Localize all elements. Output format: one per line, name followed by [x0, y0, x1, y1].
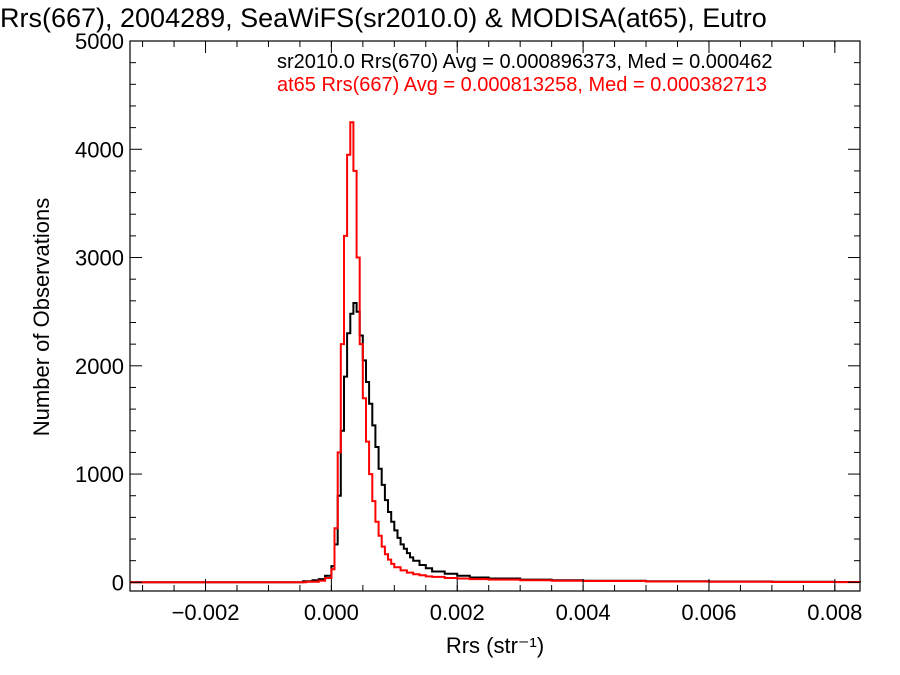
annotation-0: sr2010.0 Rrs(670) Avg = 0.000896373, Med…	[277, 51, 773, 73]
y-tick-label: 1000	[75, 462, 124, 487]
series-line-1	[130, 121, 860, 584]
x-tick-label: 0.002	[430, 600, 485, 625]
series-line-0	[130, 302, 861, 584]
x-tick-label: 0.006	[681, 600, 736, 625]
chart-title: Rrs(667), 2004289, SeaWiFS(sr2010.0) & M…	[0, 3, 767, 33]
plot-frame	[129, 40, 861, 592]
x-tick-label: 0.000	[304, 600, 359, 625]
y-tick-label: 0	[112, 570, 124, 595]
x-tick-label: −0.002	[172, 600, 240, 625]
y-tick-label: 5000	[75, 29, 124, 54]
legend-annotations: sr2010.0 Rrs(670) Avg = 0.000896373, Med…	[277, 51, 773, 96]
y-tick-label: 3000	[75, 246, 124, 271]
y-axis: 0 1000 2000 3000 4000 5000	[75, 29, 860, 595]
y-axis-label: Number of Observations	[29, 198, 54, 436]
x-tick-label: 0.004	[556, 600, 611, 625]
x-axis-label: Rrs (str⁻¹)	[446, 633, 544, 658]
y-tick-label: 4000	[75, 137, 124, 162]
y-tick-label: 2000	[75, 354, 124, 379]
annotation-1: at65 Rrs(667) Avg = 0.000813258, Med = 0…	[277, 74, 767, 96]
x-tick-label: 0.008	[807, 600, 862, 625]
series-layer	[130, 121, 861, 584]
x-axis: −0.002 0.000 0.002 0.004 0.006 0.008	[142, 41, 862, 625]
plot-border	[129, 40, 861, 592]
